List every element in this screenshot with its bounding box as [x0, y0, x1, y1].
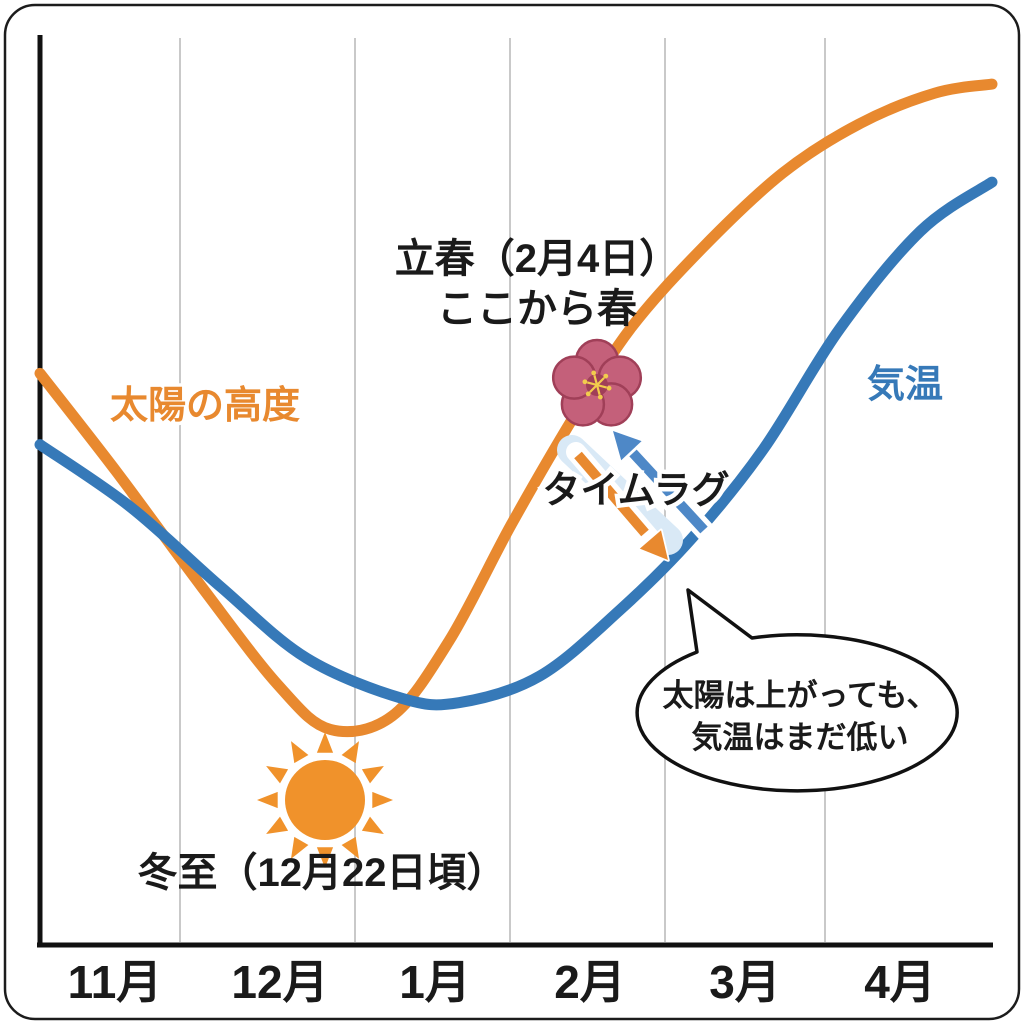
sun-ray [257, 791, 278, 809]
temperature-curve [34, 176, 998, 711]
plum-stamen-dot [585, 391, 591, 397]
timelag-arrows [557, 429, 716, 562]
plum-stamen [596, 383, 607, 389]
timelag-label: タイムラグ [542, 470, 729, 512]
speech-bubble-line2: 気温はまだ低い [692, 720, 909, 755]
plum-stamen [589, 384, 598, 393]
orange-arrow-head [638, 528, 670, 562]
blue-lag-arrow [611, 429, 716, 542]
month-label: 12月 [231, 956, 328, 1008]
sun-ray [266, 766, 289, 784]
plum-stamen [596, 377, 605, 386]
plum-stamen-dot [606, 385, 612, 391]
speech-bubble-line1: 太陽は上がっても、 [663, 678, 938, 713]
blue-arrow-head [611, 429, 644, 463]
blue-arrow-shaft [629, 449, 708, 534]
orange-arrow-shaft [574, 451, 649, 537]
plum-stamen [595, 384, 601, 395]
sun-icon [257, 732, 393, 868]
plum-stamen-dot [582, 379, 588, 385]
sun-ray [291, 741, 309, 764]
month-label: 4月 [864, 956, 936, 1008]
sun-icon-rays [257, 732, 393, 868]
sun-ray [361, 816, 384, 834]
sun-ray [291, 836, 309, 859]
plum-stamen-dot [591, 370, 597, 376]
image-border [3, 3, 1021, 1021]
speech-bubble-shape [635, 588, 959, 793]
risshun-label-line1: 立春（2月4日） [395, 237, 680, 281]
touji-label: 冬至（12月22日頃） [138, 851, 507, 895]
temp-series-label: 気温 [867, 364, 943, 406]
sun-icon-core [285, 760, 365, 840]
month-label: 2月 [554, 956, 626, 1008]
sun-ray [341, 836, 359, 859]
plum-stamen-dot [603, 373, 609, 379]
sun-series-label: 太陽の高度 [110, 385, 300, 427]
plum-stamen-dot [597, 394, 603, 400]
month-label: 1月 [399, 956, 471, 1008]
sun-altitude-curve [34, 78, 998, 738]
plum-blossom-icon [551, 338, 643, 427]
sun-ray [341, 741, 359, 764]
sun-ray [316, 847, 334, 868]
x-axis-labels: 11月 12月 1月 2月 3月 4月 [68, 956, 936, 1008]
sun-ray [372, 791, 393, 809]
plum-stamen [587, 381, 598, 387]
sun-ray [361, 766, 384, 784]
orange-lag-arrow [566, 442, 670, 562]
speech-bubble: 太陽は上がっても、 気温はまだ低い [635, 588, 959, 793]
sun-ray [316, 732, 334, 753]
risshun-label-line2: ここから春 [437, 287, 637, 331]
plum-stamen [593, 375, 599, 386]
sun-ray [266, 816, 289, 834]
month-label: 11月 [68, 956, 163, 1008]
axes [37, 35, 993, 948]
month-label: 3月 [709, 956, 781, 1008]
